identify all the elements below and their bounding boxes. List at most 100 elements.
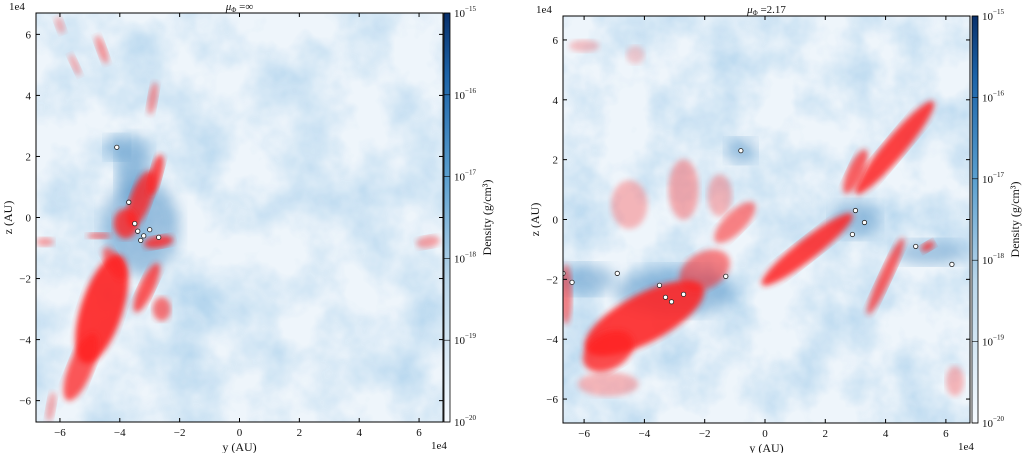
x-tick-label: −2 (699, 428, 711, 440)
x-tick-label: −4 (639, 428, 651, 440)
x-tick-label: 2 (297, 427, 303, 439)
y-tick-label: 0 (26, 213, 32, 225)
x-axis-label: y (AU) (749, 441, 783, 453)
dense-region (563, 264, 615, 295)
sink-particle (913, 243, 919, 250)
colorbar-tick-label: 10−20 (454, 414, 476, 429)
dense-region (101, 178, 180, 275)
y-tick-label: 6 (26, 29, 32, 41)
x-scale-label: 1e4 (958, 441, 974, 453)
x-tick-label: −6 (578, 428, 590, 440)
outflow-region (866, 238, 905, 315)
y-tick-label: −6 (19, 396, 31, 408)
x-tick-label: 0 (237, 427, 243, 439)
outflow-region (113, 208, 138, 239)
y-tick-label: 2 (553, 155, 559, 167)
x-tick-label: −6 (54, 427, 66, 439)
sink-particle (141, 233, 147, 239)
sink-particle (949, 261, 955, 267)
sink-particle (723, 273, 729, 279)
x-tick-label: 6 (943, 428, 949, 440)
sink-particle (738, 148, 744, 154)
x-tick-label: 0 (762, 428, 768, 440)
outflow-region (147, 154, 164, 196)
colorbar-tick-label: 10−18 (982, 252, 1004, 267)
panel-1: −6 −4 −2 0 2 4 6 −6 −4 −2 0 2 4 6 1e4 1e4 y (AU) z (AU) μΦ… (1, 1, 494, 454)
y-tick-label: 4 (553, 95, 559, 107)
outflow-region (714, 201, 756, 244)
sink-particle (569, 279, 575, 285)
y-tick-label: −4 (19, 335, 31, 347)
dense-region (894, 240, 967, 265)
x-tick-label: 2 (823, 428, 829, 440)
colorbar-tick-label: 10−15 (454, 5, 476, 20)
sink-particle (135, 228, 141, 234)
outflow-region (668, 159, 699, 220)
sink-particle (138, 237, 144, 243)
x-tick-label: 4 (883, 428, 889, 440)
sink-particle (668, 299, 675, 305)
outflow-region (147, 82, 158, 115)
panel-title: μΦ =2.17 (746, 4, 786, 17)
x-scale-label: 1e4 (431, 440, 447, 452)
outflow-region (611, 180, 648, 229)
colorbar-tick-label: 10−20 (982, 415, 1004, 430)
density-map (563, 16, 970, 423)
density-map (36, 13, 443, 422)
panel-2: −6 −4 −2 0 2 4 6 −6 −4 −2 0 2 4 6 1e4 1e4 y (AU) z (AU) μΦ… (528, 4, 1022, 455)
outflow-region (583, 330, 634, 372)
y-tick-label: −2 (546, 274, 558, 286)
outflow-region (578, 372, 639, 397)
colorbar-label: Density (g/cm³) (1008, 182, 1022, 258)
colorbar-tick-label: 10−17 (982, 171, 1004, 186)
outflow-region (416, 235, 440, 249)
colorbar-tick-label: 10−19 (454, 332, 476, 347)
outflow-region (63, 333, 99, 401)
y-tick-label: 2 (26, 151, 32, 163)
sink-particle (126, 199, 132, 205)
outflow-region (68, 53, 81, 76)
colorbar-tick-label: 10−15 (982, 8, 1004, 23)
x-axis-label: y (AU) (222, 440, 256, 453)
outflow-region (95, 35, 109, 64)
outflow-region (143, 235, 174, 249)
y-axis-label: z (AU) (528, 203, 542, 237)
sink-particle (861, 219, 868, 226)
outflow-region (569, 39, 600, 52)
sink-particle (114, 144, 120, 150)
outflow-region (920, 240, 935, 252)
y-scale-label: 1e4 (9, 1, 25, 13)
panel-title: μΦ =∞ (225, 1, 254, 14)
outflow-region (152, 297, 171, 322)
sink-particle (156, 234, 162, 240)
x-tick-label: 4 (356, 427, 362, 439)
sink-particle (662, 294, 669, 300)
outflow-region (855, 100, 935, 195)
outflow-region (133, 263, 160, 313)
x-tick-label: −2 (174, 427, 186, 439)
y-tick-label: −6 (546, 394, 558, 406)
colorbar-tick-label: 10−16 (982, 89, 1004, 104)
sink-particle (680, 291, 687, 297)
outflow-region (563, 264, 573, 325)
colorbar: 10−20 10−19 10−18 10−17 10−16 10−15 Density (g… (443, 5, 494, 429)
outflow-region (54, 16, 66, 34)
colorbar-tick-label: 10−17 (454, 169, 476, 184)
x-tick-label: 6 (416, 427, 422, 439)
colorbar: 10−20 10−19 10−18 10−17 10−16 10−15 Density (g… (971, 8, 1022, 430)
y-tick-label: −2 (19, 274, 31, 286)
colorbar-tick-label: 10−18 (454, 250, 476, 265)
outflow-region (102, 247, 125, 280)
y-tick-label: −4 (546, 334, 558, 346)
sink-particle (852, 207, 859, 214)
outflow-region (36, 237, 54, 247)
sink-particle (563, 270, 566, 276)
y-tick-label: 0 (553, 215, 559, 227)
colorbar-label: Density (g/cm³) (480, 180, 494, 256)
sink-particle (614, 270, 620, 276)
outflow-region (843, 149, 868, 194)
outflow-region (679, 249, 730, 292)
outflow-region (626, 45, 645, 64)
sink-particle (132, 221, 138, 227)
